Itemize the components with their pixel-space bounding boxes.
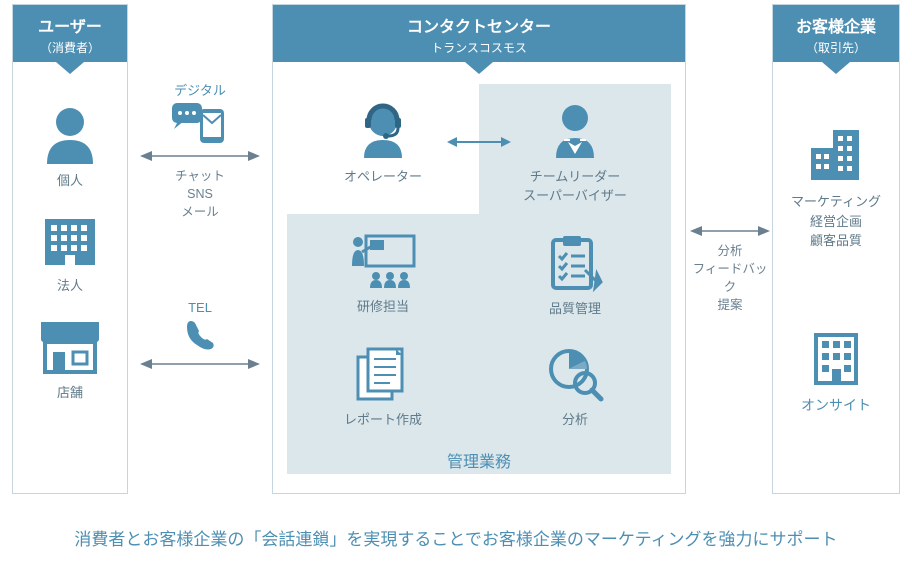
cell-operator: オペレーター: [287, 84, 479, 218]
phone-icon: [183, 319, 217, 353]
connector-lines: 分析 フィードバック 提案: [690, 242, 770, 315]
person-icon: [43, 104, 97, 164]
connector-heading: TEL: [140, 300, 260, 315]
trainer-icon: [348, 232, 418, 290]
contact-center-title: コンタクトセンター: [277, 13, 681, 37]
contact-center-header: コンタクトセンター トランスコスモス: [273, 5, 685, 62]
double-arrow-icon: [140, 357, 260, 371]
management-title: 管理業務: [287, 442, 671, 474]
store-icon: [39, 320, 101, 376]
client-column-title: お客様企業: [777, 13, 895, 37]
client-hq: マーケティング 経営企画 顧客品質: [781, 126, 891, 251]
onsite-building-icon: [810, 331, 862, 387]
contact-center-subtitle: トランスコスモス: [277, 39, 681, 56]
user-column-header: ユーザー （消費者）: [13, 5, 127, 62]
operator-icon: [352, 98, 414, 160]
connector-right: 分析 フィードバック 提案: [690, 220, 770, 315]
contact-center-column: コンタクトセンター トランスコスモス オペレーター: [272, 4, 686, 494]
client-column: お客様企業 （取引先） マーケティング 経営企画 顧客品質: [772, 4, 900, 494]
contact-center-grid: オペレーター チームリーダー スーパーバイザー: [287, 84, 671, 474]
cell-analysis: 分析: [479, 331, 671, 442]
cell-label: 品質管理: [483, 298, 667, 317]
team-leader-icon: [544, 98, 606, 160]
client-onsite: オンサイト: [781, 331, 891, 415]
cell-label: 研修担当: [291, 296, 475, 315]
cell-label: オペレーター: [291, 166, 475, 185]
hq-building-icon: [803, 126, 869, 184]
cell-report: レポート作成: [287, 331, 479, 442]
footer-caption: 消費者とお客様企業の「会話連鎖」を実現することでお客様企業のマーケティングを強力…: [0, 525, 912, 550]
connector-heading: デジタル: [140, 80, 260, 99]
client-column-header: お客様企業 （取引先）: [773, 5, 899, 62]
cell-label: レポート作成: [291, 409, 475, 428]
connector-digital: デジタル チャット SNS メール: [140, 80, 260, 221]
user-column-title: ユーザー: [17, 13, 123, 37]
pie-search-icon: [545, 345, 605, 403]
connector-tel: TEL: [140, 300, 260, 375]
user-item-individual: 個人: [21, 104, 119, 189]
user-item-label: 個人: [21, 170, 119, 189]
cell-label: チームリーダー スーパーバイザー: [483, 166, 667, 204]
client-column-subtitle: （取引先）: [777, 39, 895, 56]
user-column-subtitle: （消費者）: [17, 39, 123, 56]
double-arrow-icon: [690, 224, 770, 238]
cell-trainer: 研修担当: [287, 218, 479, 331]
connector-lines: チャット SNS メール: [140, 167, 260, 221]
double-arrow-icon: [140, 149, 260, 163]
chat-mail-icon: [170, 101, 230, 145]
cell-label: 分析: [483, 409, 667, 428]
building-icon: [41, 215, 99, 269]
cell-team-leader: チームリーダー スーパーバイザー: [479, 84, 671, 218]
operator-leader-arrow-icon: [447, 134, 511, 150]
onsite-label: オンサイト: [781, 395, 891, 415]
report-icon: [354, 345, 412, 403]
user-column: ユーザー （消費者） 個人 法人: [12, 4, 128, 494]
user-item-label: 店舗: [21, 382, 119, 401]
user-item-label: 法人: [21, 275, 119, 294]
user-item-corporate: 法人: [21, 215, 119, 294]
user-item-store: 店舗: [21, 320, 119, 401]
client-dept-lines: マーケティング 経営企画 顧客品質: [781, 192, 891, 251]
clipboard-check-icon: [547, 232, 603, 292]
cell-quality: 品質管理: [479, 218, 671, 331]
